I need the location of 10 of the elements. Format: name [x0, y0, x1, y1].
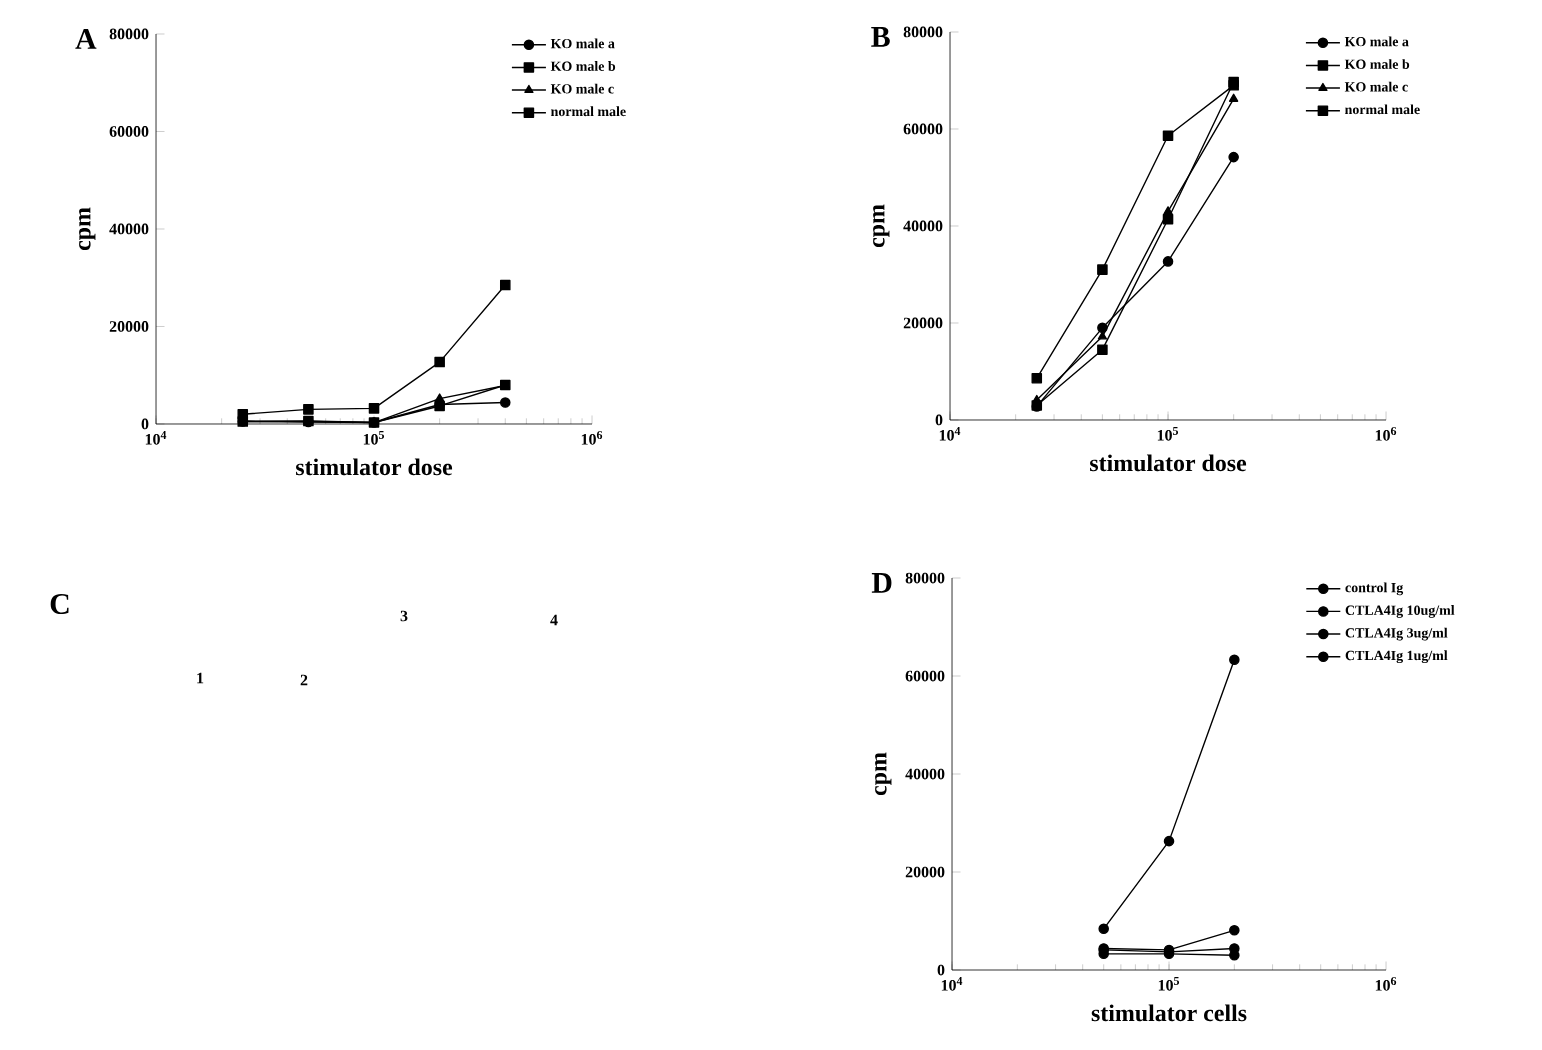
x-axis-title: stimulator dose: [296, 458, 453, 476]
x-axis-title: stimulator dose: [1090, 454, 1247, 472]
x-axis-title: stimulator cells: [1091, 1004, 1247, 1022]
chart-title: B: [871, 27, 890, 47]
y-axis-title: cpm: [79, 207, 96, 251]
y-axis-title: cpm: [875, 752, 892, 796]
chart-title: D: [871, 573, 892, 593]
y-axis-title: cpm: [873, 204, 890, 248]
text: C: [50, 593, 69, 615]
chart-title: A: [75, 29, 97, 49]
